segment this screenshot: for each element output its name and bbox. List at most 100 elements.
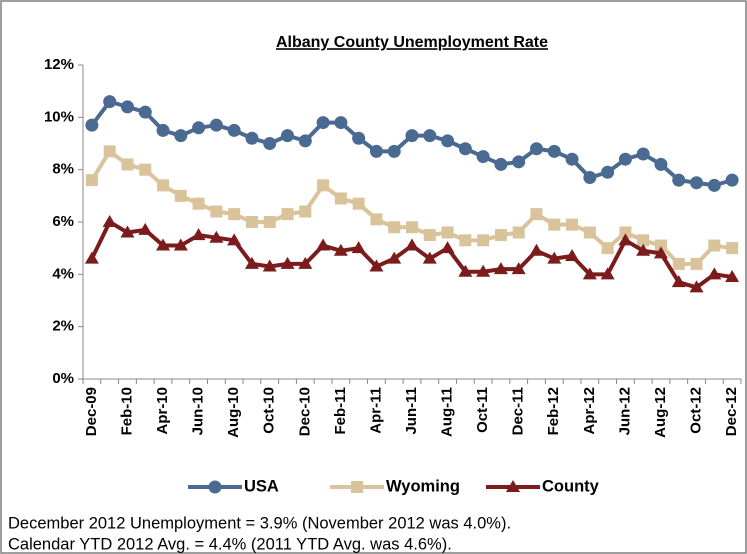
point [725, 173, 739, 187]
point [637, 234, 650, 247]
point [476, 264, 491, 277]
x-tick-label: Jun-12 [616, 387, 633, 435]
point [636, 243, 651, 256]
point [405, 238, 419, 251]
point [494, 229, 507, 242]
x-tick-label: Dec-09 [83, 387, 100, 436]
point [352, 131, 366, 145]
point [547, 251, 562, 264]
x-tick-label: Feb-12 [545, 387, 562, 435]
x-tick-label: Dec-11 [510, 387, 527, 435]
point [316, 238, 331, 251]
x-tick-label: Apr-10 [154, 387, 171, 435]
point [334, 192, 347, 205]
y-tick-label: 4% [52, 265, 74, 282]
legend-label: County [542, 477, 600, 495]
point [566, 218, 579, 231]
point [245, 131, 259, 145]
point [493, 262, 508, 275]
point [690, 257, 703, 270]
x-tick-label: Dec-10 [296, 387, 313, 436]
point [387, 251, 402, 264]
point [690, 176, 704, 190]
point [440, 241, 455, 254]
point [227, 233, 242, 246]
point [458, 142, 472, 156]
point [174, 189, 187, 202]
point [209, 118, 223, 132]
y-tick-label: 2% [52, 318, 74, 335]
legend-marker [208, 480, 222, 494]
point [228, 208, 241, 221]
point [298, 134, 312, 148]
legend-marker [351, 481, 363, 493]
point [138, 222, 153, 235]
point [263, 137, 277, 150]
x-tick-label: Apr-11 [367, 387, 384, 434]
point [583, 226, 596, 239]
point [174, 129, 188, 143]
point [334, 116, 348, 130]
point [210, 205, 223, 218]
x-tick-label: Aug-11 [439, 387, 456, 437]
point [511, 262, 526, 275]
point [244, 256, 259, 269]
point [708, 239, 721, 252]
point [725, 269, 740, 282]
point [102, 215, 117, 227]
x-tick-label: Aug-10 [225, 387, 242, 438]
point [192, 197, 205, 210]
point [565, 249, 580, 262]
point [653, 246, 668, 259]
point [103, 145, 116, 158]
point [583, 171, 597, 185]
point [671, 275, 686, 288]
point [139, 163, 152, 176]
point [406, 221, 418, 234]
point [85, 174, 98, 187]
point [263, 216, 276, 228]
point [600, 267, 615, 280]
note: Calendar YTD 2012 Avg. = 4.4% (2011 YTD … [8, 535, 452, 553]
x-tick-label: Aug-12 [652, 387, 669, 438]
point [156, 123, 170, 137]
point [423, 229, 436, 242]
point [173, 238, 188, 251]
legend-label: Wyoming [386, 477, 460, 495]
point [494, 157, 508, 171]
x-tick-label: Feb-11 [332, 387, 349, 435]
y-tick-label: 8% [52, 161, 74, 178]
legend-item: County [486, 477, 600, 495]
point [156, 238, 171, 251]
point [530, 208, 543, 221]
point [317, 179, 330, 192]
point [441, 134, 455, 148]
point [512, 226, 525, 239]
point [192, 121, 206, 135]
y-tick-label: 6% [52, 213, 74, 230]
point [209, 230, 224, 243]
point [654, 157, 668, 171]
point [388, 221, 401, 234]
x-tick-label: Jun-11 [403, 387, 420, 435]
point [512, 155, 526, 169]
point [636, 147, 650, 161]
x-tick-label: Apr-12 [581, 387, 598, 435]
point [707, 178, 721, 192]
point [387, 144, 401, 158]
point [423, 129, 437, 143]
point [352, 197, 365, 210]
point [476, 150, 490, 164]
point [120, 100, 134, 114]
point [458, 264, 473, 277]
point [138, 105, 152, 119]
note: December 2012 Unemployment = 3.9% (Novem… [8, 514, 511, 532]
point [548, 218, 561, 231]
point [459, 234, 472, 247]
point [281, 208, 294, 221]
point [85, 118, 99, 132]
y-tick-label: 12% [44, 56, 74, 73]
point [618, 233, 633, 246]
x-tick-label: Oct-12 [688, 387, 705, 434]
